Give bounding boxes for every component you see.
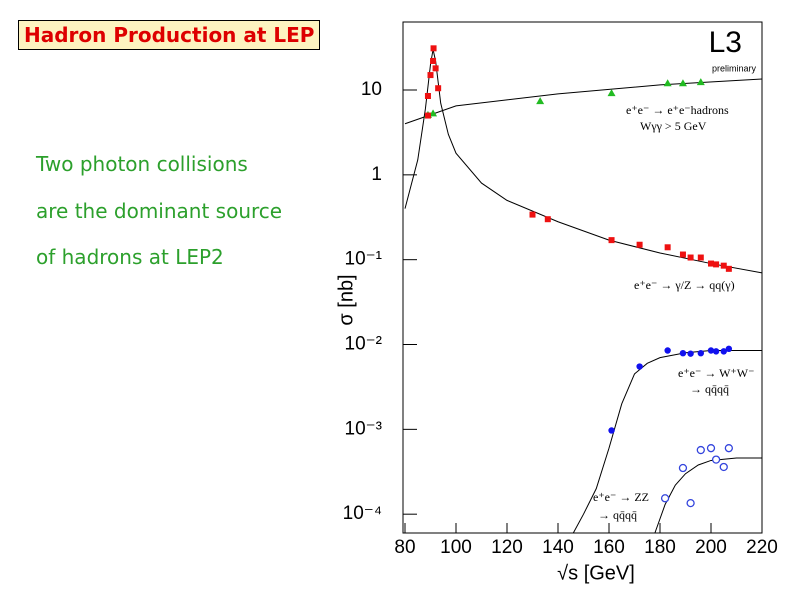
data-point <box>432 65 439 72</box>
data-point <box>678 463 688 473</box>
annotation: → qq̄qq̄ <box>690 382 729 396</box>
data-point <box>636 241 643 248</box>
data-point <box>712 348 720 355</box>
data-point <box>706 444 716 453</box>
slide-text: Two photon collisions <box>36 152 248 176</box>
data-point <box>724 444 733 453</box>
data-point <box>430 57 437 64</box>
data-point <box>707 347 715 354</box>
data-point <box>608 427 615 434</box>
x-tick-label: 160 <box>593 537 625 558</box>
data-point <box>679 251 686 258</box>
data-point <box>636 363 643 370</box>
annotation: e⁺e⁻ → e⁺e⁻hadrons <box>626 103 729 117</box>
data-point <box>429 109 438 117</box>
data-point <box>679 349 687 357</box>
data-point <box>687 350 694 357</box>
annotation: e⁺e⁻ → ZZ <box>593 490 649 504</box>
data-point <box>608 237 615 244</box>
data-point <box>607 89 616 97</box>
data-point <box>719 462 728 472</box>
data-point <box>720 262 727 269</box>
data-point <box>696 445 705 455</box>
plot-frame <box>402 21 763 534</box>
y-tick-label: 10⁻³ <box>345 418 383 439</box>
x-tick-label: 140 <box>542 537 574 558</box>
y-axis-label: σ [nb] <box>335 274 357 325</box>
preliminary-label: preliminary <box>712 63 757 73</box>
data-point <box>720 348 727 355</box>
data-point <box>663 79 672 87</box>
x-tick-label: 120 <box>491 537 523 558</box>
y-tick-label: 10⁻¹ <box>345 249 383 270</box>
data-point <box>697 254 704 261</box>
data-point <box>664 347 671 354</box>
theory-curve <box>404 78 763 125</box>
data-point <box>713 261 720 268</box>
annotation: e⁺e⁻ → γ/Z → qq(γ) <box>634 278 735 292</box>
data-point <box>529 211 536 218</box>
data-point <box>678 79 687 87</box>
data-point <box>696 78 705 86</box>
y-tick-label: 10⁻² <box>345 334 383 355</box>
data-point <box>697 349 704 357</box>
data-point <box>686 498 695 508</box>
data-point <box>427 72 434 79</box>
data-point <box>711 455 721 464</box>
theory-curve <box>404 49 763 274</box>
x-tick-label: 100 <box>440 537 472 558</box>
x-tick-label: 220 <box>746 537 778 558</box>
data-point <box>687 254 694 261</box>
data-point <box>660 494 670 503</box>
annotation: e⁺e⁻ → W⁺W⁻ <box>678 366 754 380</box>
data-point <box>430 45 437 52</box>
slide-text: are the dominant source <box>36 199 283 223</box>
data-point <box>725 265 732 272</box>
y-tick-label: 1 <box>371 164 382 185</box>
y-tick-label: 10 <box>361 79 382 100</box>
annotation: Wγγ > 5 GeV <box>640 119 707 133</box>
data-point <box>424 93 431 100</box>
data-point <box>544 216 551 223</box>
experiment-label: L3 <box>709 26 742 59</box>
theory-curve <box>572 350 762 534</box>
slide-text: of hadrons at LEP2 <box>36 245 224 269</box>
theory-curve <box>654 457 762 534</box>
data-point <box>725 345 733 353</box>
y-tick-label: 10⁻⁴ <box>343 503 382 524</box>
data-point <box>664 244 671 251</box>
data-point <box>435 85 442 92</box>
data-point <box>708 260 714 267</box>
x-axis-label: √s [GeV] <box>557 562 635 584</box>
data-point <box>424 112 431 119</box>
x-tick-label: 200 <box>695 537 727 558</box>
x-tick-label: 180 <box>644 537 676 558</box>
data-point <box>536 97 545 105</box>
annotation: → qq̄qq̄ <box>598 508 637 522</box>
slide-title: Hadron Production at LEP <box>18 20 321 50</box>
x-tick-label: 80 <box>394 537 415 558</box>
